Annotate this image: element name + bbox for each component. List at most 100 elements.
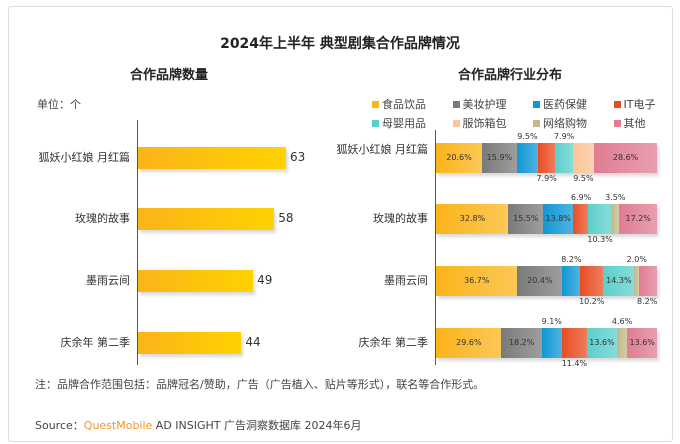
segment-label: 3.5% [605,193,626,202]
stacked-segment [588,204,612,234]
legend-label: 服饰箱包 [462,117,507,130]
legend-item: 母婴用品 [372,115,443,131]
segment-label: 36.7% [464,276,490,285]
segment-label: 9.5% [517,132,538,141]
stacked-segment [537,143,556,173]
legend-swatch [613,100,621,108]
stacked-segment [561,328,587,358]
segment-label: 17.2% [625,214,651,223]
stacked-segment [602,266,635,296]
left-axis [137,120,138,365]
source-text: AD INSIGHT 广告洞察数据库 2024年6月 [152,419,362,432]
legend-swatch [533,119,540,127]
segment-label: 14.3% [606,276,632,285]
legend-swatch [372,100,379,108]
stacked-segment [436,204,509,234]
left-category-label: 狐妖小红娘 月红篇 [38,151,131,164]
legend-label: 食品饮品 [382,98,426,111]
segment-label: 7.9% [553,132,575,141]
legend-label: 网络购物 [543,117,587,130]
stacked-bar: 29.6% 18.2% 9.1% 11.4% 13.6% 4.6% 13.6% [436,317,657,368]
count-value: 44 [245,335,261,349]
stacked-segment [573,204,589,234]
left-subtitle: 合作品牌数量 [130,68,209,83]
legend-item: 食品饮品 [372,96,443,112]
count-bar [138,208,275,230]
legend-item: 医药保健 [533,96,604,112]
count-bar [138,332,242,354]
legend-item: 美妆护理 [452,96,524,112]
source-prefix: Source： [35,419,84,432]
segment-label: 20.4% [527,276,553,285]
legend-swatch [533,100,540,108]
stacked-segment [616,328,627,358]
legend-label: 医药保健 [543,98,587,111]
stacked-segment [634,266,639,296]
legend-swatch [613,119,621,127]
stacked-segment [508,204,543,234]
left-category-label: 墨雨云间 [86,274,130,287]
stacked-segment [517,266,563,296]
legend-swatch [372,119,379,127]
segment-label: 15.5% [513,214,539,223]
right-category-label: 狐妖小红娘 月红篇 [336,143,429,156]
stacked-segment [555,143,573,173]
legend-label: 母婴用品 [382,117,426,130]
count-value: 63 [290,150,306,164]
stacked-segment [436,266,518,296]
count-value: 58 [278,211,294,225]
stacked-segment [593,143,657,173]
stacked-bar: 32.8% 15.5% 13.8% 6.9% 10.3% 3.5% 17.2% [436,193,657,244]
legend-label: 其他 [623,117,646,130]
source-brand: QuestMobile [83,419,153,432]
segment-label: 6.9% [570,193,592,202]
stacked-bar: 20.6% 15.9% 9.5% 7.9% 7.9% 9.5% 28.6% [436,132,657,183]
segment-label: 9.5% [573,174,594,183]
unit-label: 单位：个 [37,98,81,111]
stacked-segment [541,328,562,358]
legend-item: 其他 [613,115,672,131]
segment-label: 2.0% [626,255,647,264]
stacked-segment [481,143,517,173]
segment-label: 29.6% [456,338,482,347]
segment-label: 8.2% [637,297,658,306]
segment-label: 13.6% [589,338,615,347]
legend-swatch [452,119,460,127]
stacked-segment [501,328,542,358]
right-category-label: 庆余年 第二季 [358,336,429,349]
stacked-segment [618,204,657,234]
count-bar [138,147,286,169]
stacked-segment [542,204,574,234]
count-value: 49 [257,273,273,287]
stacked-segment [572,143,594,173]
right-category-label: 玫瑰的故事 [373,212,428,225]
legend-item: 服饰箱包 [452,115,524,131]
stacked-segment [638,266,657,296]
footnote: 注：品牌合作范围包括：品牌冠名/赞助，广告（广告植入、贴片等形式），联名等合作形… [35,378,485,391]
left-category-label: 庆余年 第二季 [60,336,131,349]
stacked-segment [562,266,581,296]
segment-label: 10.2% [579,297,605,306]
chart-title: 2024年上半年 典型剧集合作品牌情况 [220,36,460,52]
stacked-segment [626,328,657,358]
legend-item: IT电子 [613,96,672,112]
segment-label: 20.6% [446,153,472,162]
stacked-segment [586,328,617,358]
stacked-segment [580,266,603,296]
source-line: Source：QuestMobile AD INSIGHT 广告洞察数据库 20… [35,417,362,433]
segment-label: 32.8% [459,214,486,223]
legend-item: 网络购物 [533,115,604,131]
stacked-segment [611,204,619,234]
stacked-segment [516,143,538,173]
legend-swatch [452,100,460,108]
segment-label: 28.6% [612,153,639,162]
segment-label: 9.1% [541,317,562,326]
right-category-label: 墨雨云间 [384,274,428,287]
legend-label: IT电子 [623,98,656,111]
segment-label: 18.2% [508,338,535,347]
segment-label: 11.4% [561,359,588,368]
segment-label: 4.6% [611,317,633,326]
segment-label: 8.2% [561,255,582,264]
right-axis [435,130,436,365]
stacked-segment [436,328,502,358]
